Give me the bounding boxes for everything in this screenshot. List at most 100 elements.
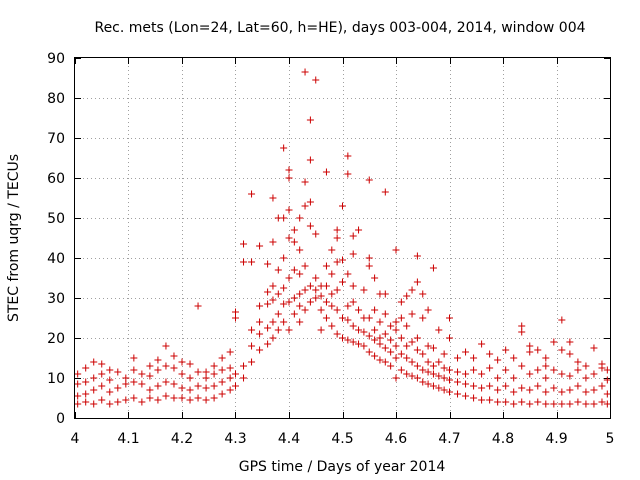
- data-point: [454, 390, 462, 398]
- data-point: [454, 378, 462, 386]
- data-point: [365, 254, 373, 262]
- data-point: [306, 222, 314, 230]
- data-point: [360, 286, 368, 294]
- data-point: [90, 400, 98, 408]
- data-point: [381, 358, 389, 366]
- data-point: [454, 368, 462, 376]
- data-point: [106, 400, 114, 408]
- data-point: [510, 388, 518, 396]
- data-point: [365, 348, 373, 356]
- data-point: [122, 396, 130, 404]
- data-point: [397, 314, 405, 322]
- data-point: [322, 168, 330, 176]
- data-point: [349, 232, 357, 240]
- data-point: [582, 374, 590, 382]
- data-point: [603, 390, 611, 398]
- data-point: [349, 282, 357, 290]
- data-point: [301, 262, 309, 270]
- data-point: [194, 394, 202, 402]
- data-point: [582, 388, 590, 396]
- data-point: [280, 214, 288, 222]
- data-point: [178, 384, 186, 392]
- data-point: [90, 386, 98, 394]
- x-tick-label: 4.5: [331, 431, 353, 447]
- data-point: [210, 362, 218, 370]
- data-point: [446, 388, 453, 396]
- data-points: [74, 68, 611, 408]
- data-point: [470, 366, 478, 374]
- x-tick-label: 4.4: [278, 431, 300, 447]
- data-point: [138, 370, 146, 378]
- data-point: [154, 382, 162, 390]
- data-point: [590, 400, 598, 408]
- data-point: [454, 354, 462, 362]
- data-point: [290, 226, 298, 234]
- data-point: [371, 274, 379, 282]
- data-point: [106, 388, 114, 396]
- data-point: [440, 386, 448, 394]
- data-point: [419, 314, 427, 322]
- x-tick-label: 5: [606, 431, 615, 447]
- grid-lines: [75, 58, 610, 418]
- data-point: [285, 326, 293, 334]
- data-point: [162, 392, 170, 400]
- data-point: [256, 318, 264, 326]
- data-point: [550, 338, 558, 346]
- data-point: [322, 314, 330, 322]
- data-point: [371, 352, 379, 360]
- data-point: [429, 344, 437, 352]
- data-point: [74, 392, 82, 400]
- data-point: [429, 370, 437, 378]
- data-point: [486, 364, 494, 372]
- axis-ticks: [75, 58, 611, 419]
- data-point: [435, 384, 443, 392]
- data-point: [397, 298, 405, 306]
- data-point: [424, 306, 432, 314]
- data-point: [566, 372, 574, 380]
- data-point: [122, 374, 130, 382]
- data-point: [566, 350, 574, 358]
- x-tick-label: 4.6: [385, 431, 407, 447]
- data-point: [194, 382, 202, 390]
- data-point: [598, 360, 606, 368]
- data-point: [558, 346, 566, 354]
- data-point: [306, 198, 314, 206]
- data-point: [328, 302, 336, 310]
- y-tick-label: 50: [47, 211, 65, 227]
- data-point: [344, 302, 352, 310]
- data-point: [381, 188, 389, 196]
- data-point: [510, 400, 518, 408]
- data-point: [218, 390, 226, 398]
- data-point: [502, 366, 510, 374]
- data-point: [403, 354, 411, 362]
- data-point: [280, 318, 288, 326]
- data-point: [550, 384, 558, 392]
- data-point: [574, 366, 582, 374]
- data-point: [582, 400, 590, 408]
- data-point: [408, 310, 416, 318]
- data-point: [542, 400, 550, 408]
- data-point: [146, 372, 154, 380]
- data-point: [598, 382, 606, 390]
- data-point: [256, 330, 264, 338]
- y-tick-label: 60: [47, 171, 65, 187]
- x-tick-label: 4.8: [492, 431, 514, 447]
- data-point: [590, 386, 598, 394]
- x-tick-label: 4: [71, 431, 80, 447]
- data-point: [146, 362, 154, 370]
- data-point: [296, 318, 304, 326]
- data-point: [440, 350, 448, 358]
- data-point: [170, 394, 178, 402]
- data-point: [360, 328, 368, 336]
- data-point: [178, 370, 186, 378]
- x-tick-label: 4.7: [438, 431, 460, 447]
- data-point: [290, 310, 298, 318]
- x-axis-tick-labels: 4 4.1 4.2 4.3 4.4 4.5 4.6 4.7 4.8 4.9 5: [71, 431, 615, 447]
- data-point: [470, 382, 478, 390]
- data-point: [264, 300, 272, 308]
- data-point: [301, 178, 309, 186]
- data-point: [306, 298, 314, 306]
- data-point: [106, 376, 114, 384]
- data-point: [355, 326, 363, 334]
